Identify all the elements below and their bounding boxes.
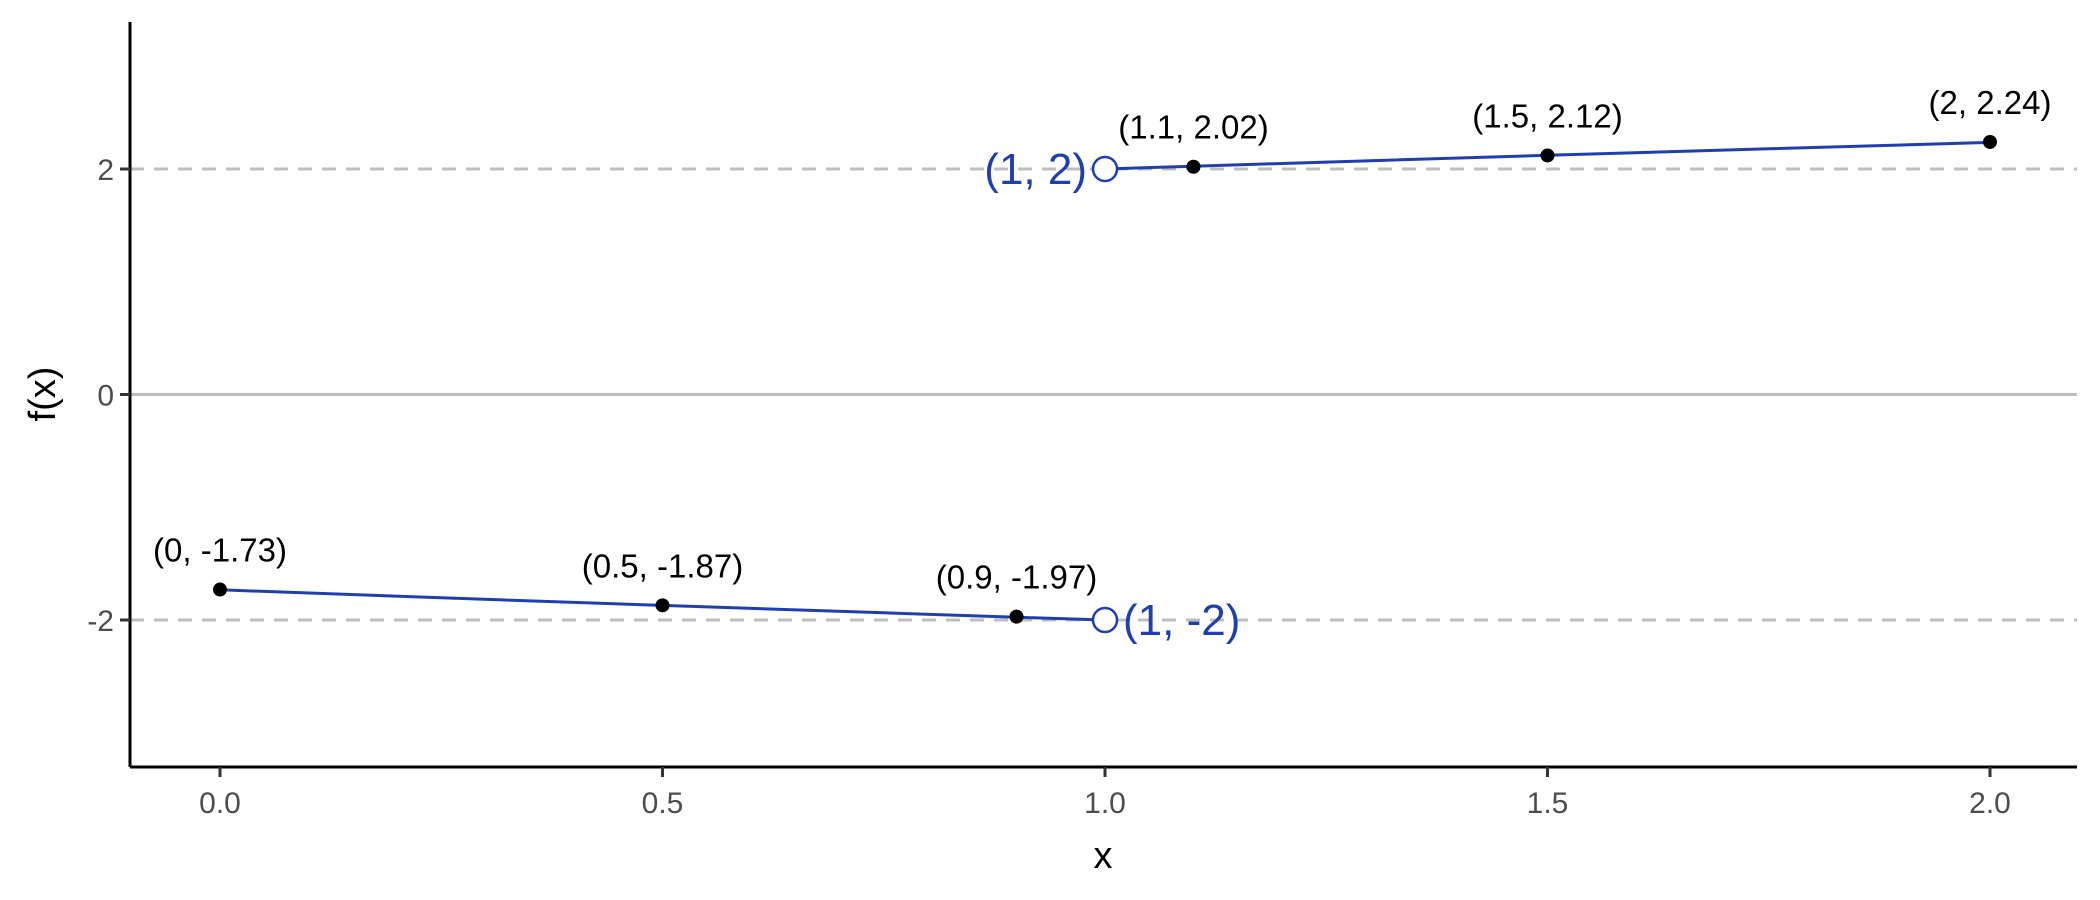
open-endpoint-marker (1091, 606, 1119, 634)
x-tick-label: 0.5 (642, 787, 684, 820)
y-tick-label: -2 (87, 605, 114, 638)
x-ticks: 0.0 0.5 1.0 1.5 2.0 (199, 767, 2011, 820)
point-labels: (0, -1.73) (0.5, -1.87) (0.9, -1.97) (1, -2… (153, 84, 2051, 645)
data-point-label: (2, 2.24) (1929, 84, 2052, 121)
data-point-label: (0, -1.73) (153, 532, 287, 569)
y-axis-title: f(x) (22, 367, 64, 422)
data-point (1186, 159, 1201, 174)
open-endpoint-label: (1, -2) (1123, 596, 1240, 645)
data-point (1009, 609, 1024, 624)
data-point-label: (0.5, -1.87) (582, 547, 743, 584)
series-lines (219, 140, 1991, 622)
upper-branch-line (1104, 140, 1991, 171)
data-point-label: (1.1, 2.02) (1118, 109, 1268, 146)
data-point (1983, 134, 1997, 149)
data-point-label: (0.9, -1.97) (936, 559, 1097, 596)
open-endpoint-marker (1091, 155, 1119, 183)
data-point (213, 582, 227, 597)
x-tick-label: 1.0 (1084, 787, 1126, 820)
open-endpoint-label: (1, 2) (984, 145, 1087, 194)
x-tick-label: 0.0 (199, 787, 241, 820)
lower-branch-line (219, 588, 1106, 622)
x-axis-title: x (1094, 835, 1113, 877)
x-tick-label: 2.0 (1969, 787, 2011, 820)
data-point-label: (1.5, 2.12) (1472, 97, 1622, 134)
data-point (1540, 148, 1555, 163)
data-point (655, 598, 670, 613)
y-tick-label: 0 (97, 380, 114, 413)
data-points (213, 134, 1997, 634)
y-ticks: -2 0 2 (87, 154, 130, 638)
x-tick-label: 1.5 (1527, 787, 1569, 820)
y-tick-label: 2 (97, 154, 114, 187)
reference-lines (130, 167, 2077, 622)
